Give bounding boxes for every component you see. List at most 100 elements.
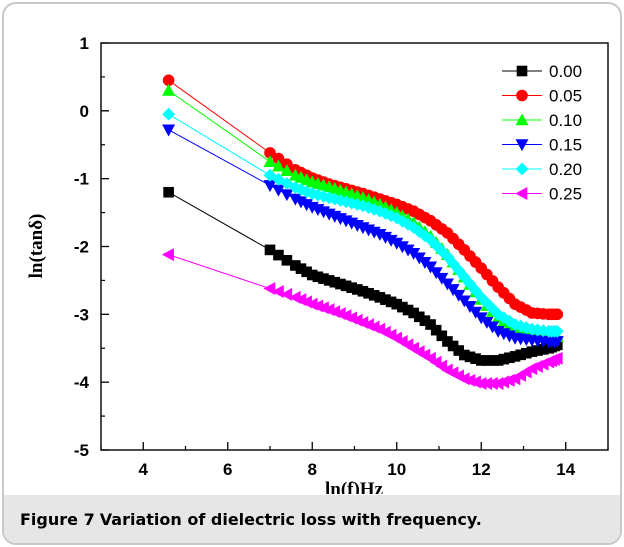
data-point [435,244,449,258]
data-point [162,107,176,121]
x-tick-label: 12 [472,460,491,479]
data-point [272,172,285,186]
data-point [263,155,277,168]
data-point [519,321,533,335]
data-point [418,257,432,269]
y-tick-label: -5 [74,441,89,460]
legend-marker [515,139,529,152]
data-point [401,217,415,231]
data-point [503,292,516,305]
legend-label: 0.05 [549,87,582,106]
y-tick-label: -2 [74,238,89,257]
data-point [367,202,381,216]
chart: 4 6 8 10 12 14 -5 -4 -3 -2 -1 0 1 0.00 0.05 0.10 0.15 0.… [26,34,609,494]
data-point [350,198,364,211]
legend-item: 0.15 [502,136,582,155]
data-point [333,213,347,226]
series-line [168,90,558,338]
data-point [452,289,466,302]
data-point [367,320,380,334]
legend-item: 0.25 [502,185,582,204]
data-point [435,272,449,285]
y-axis-title: ln(tanδ) [26,214,47,279]
legend-label: 0.10 [549,111,582,130]
legend-marker [516,65,528,77]
data-point [367,226,381,239]
figure-caption: Figure 7 Variation of dielectric loss wi… [20,510,482,529]
caption-text: Variation of dielectric loss with freque… [99,510,482,529]
series-0.00 [163,186,563,366]
data-point [436,330,448,342]
data-point [419,315,431,326]
data-point [280,287,293,301]
data-point [520,304,533,316]
data-point [317,189,330,203]
legend-label: 0.00 [549,62,582,81]
data-point [453,345,465,356]
y-tick-label: -3 [74,305,89,324]
plot-area [100,42,609,451]
x-tick-label: 14 [556,460,575,479]
data-point [263,168,277,182]
legend-marker [515,113,529,126]
data-point [548,324,561,338]
data-point [486,321,500,334]
x-axis-title: ln(f)Hz [325,479,384,494]
data-point [468,375,481,389]
data-point [452,238,465,251]
data-point [162,83,176,96]
y-tick-label: 0 [80,102,89,121]
data-point [502,330,516,343]
data-point [502,314,516,328]
data-point [162,124,176,137]
series-0.25 [161,248,563,391]
caption-band: Figure 7 Variation of dielectric loss wi… [4,495,620,543]
legend-marker [515,162,529,176]
data-point [536,357,549,371]
data-point [430,324,442,336]
x-tick-label: 4 [139,460,149,479]
x-tick-label: 6 [223,460,232,479]
data-point [521,347,532,359]
y-tick-label: -4 [74,373,90,392]
data-point [385,296,397,308]
data-point [300,199,314,212]
data-point [436,223,448,235]
legend-item: 0.10 [502,111,582,130]
data-point [519,365,532,379]
legend-label: 0.25 [549,185,582,204]
data-point [350,219,364,232]
data-point [300,173,314,186]
data-point [401,244,415,257]
data-point [384,328,397,342]
data-point [333,307,346,321]
data-point [352,284,363,295]
data-point [333,193,347,207]
data-point [161,248,174,262]
data-point [536,324,550,338]
data-point [401,338,414,352]
data-point [470,353,481,364]
data-point [486,275,499,287]
data-point [504,352,515,364]
data-point [435,359,448,373]
data-point [335,278,346,290]
data-point [502,373,515,387]
data-point [317,206,331,219]
data-point [418,348,431,362]
data-point [263,282,276,296]
legend-marker [516,89,528,102]
legend-label: 0.20 [549,160,582,179]
data-point [300,185,314,198]
data-point [519,334,533,347]
data-point [486,302,499,316]
data-point [384,234,398,247]
y-tick-label: 1 [80,34,89,53]
data-point [271,159,285,172]
series-0.20 [162,107,564,338]
data-point [418,229,432,243]
data-point [280,176,294,190]
data-point [419,211,431,224]
data-point [452,263,466,277]
data-point [316,301,329,315]
